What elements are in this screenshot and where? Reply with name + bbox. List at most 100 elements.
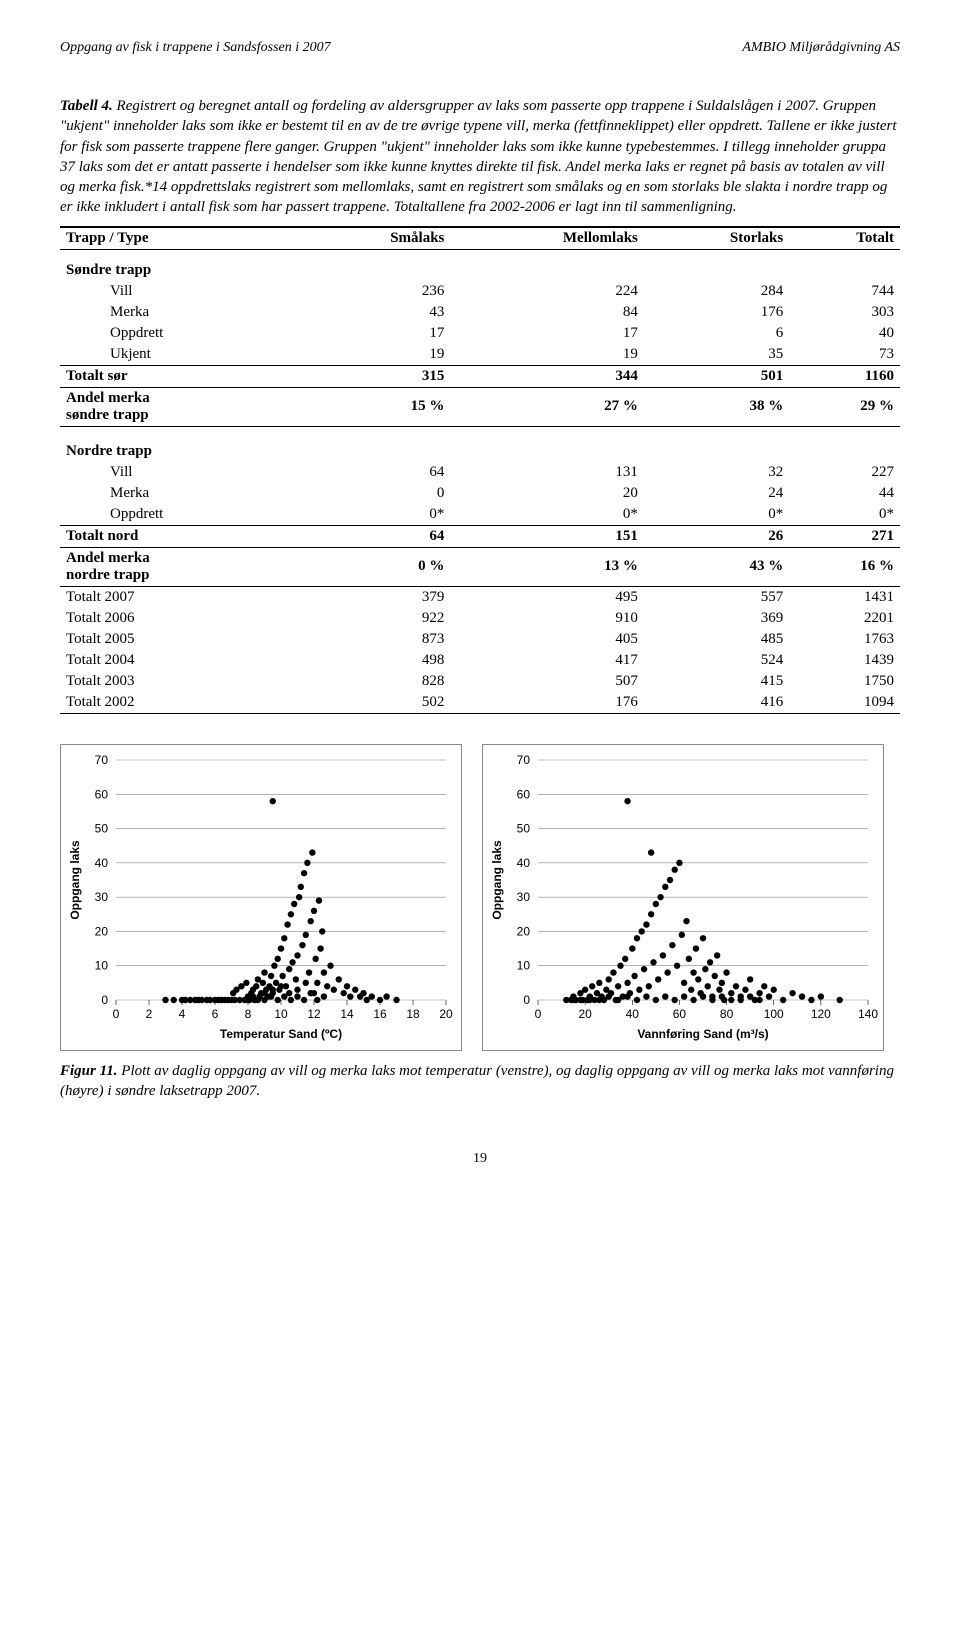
total-label: Totalt sør [60, 365, 303, 387]
header-left: Oppgang av fisk i trappene i Sandsfossen… [60, 40, 331, 56]
row-val: 6 [644, 323, 789, 344]
svg-text:0: 0 [101, 993, 108, 1007]
total-val: 26 [644, 525, 789, 547]
row-val: 176 [644, 302, 789, 323]
empty [644, 426, 789, 462]
svg-text:40: 40 [626, 1007, 640, 1021]
year-val: 922 [303, 608, 450, 629]
figure-caption-text: Plott av daglig oppgang av vill og merka… [60, 1063, 894, 1099]
chart-right: 010203040506070020406080100120140Oppgang… [482, 744, 884, 1051]
total-val: 151 [450, 525, 644, 547]
year-val: 507 [450, 671, 644, 692]
pct-val: 43 % [644, 547, 789, 586]
pct-val: 29 % [789, 387, 900, 426]
chart-left: 01020304050607002468101214161820Oppgang … [60, 744, 462, 1051]
svg-text:50: 50 [517, 821, 531, 835]
empty [789, 426, 900, 462]
svg-text:8: 8 [245, 1007, 252, 1021]
row-val: 131 [450, 462, 644, 483]
svg-text:Temperatur Sand (ºC): Temperatur Sand (ºC) [220, 1027, 342, 1041]
svg-text:0: 0 [113, 1007, 120, 1021]
year-label: Totalt 2004 [60, 650, 303, 671]
year-val: 524 [644, 650, 789, 671]
row-label: Ukjent [60, 344, 303, 366]
table-caption: Tabell 4. Registrert og beregnet antall … [60, 96, 900, 218]
row-val: 64 [303, 462, 450, 483]
total-val: 1160 [789, 365, 900, 387]
row-val: 44 [789, 483, 900, 504]
empty [450, 426, 644, 462]
row-val: 24 [644, 483, 789, 504]
row-val: 35 [644, 344, 789, 366]
svg-text:140: 140 [858, 1007, 878, 1021]
row-label: Oppdrett [60, 504, 303, 526]
pct-label: Andel merkasøndre trapp [60, 387, 303, 426]
year-val: 369 [644, 608, 789, 629]
year-label: Totalt 2005 [60, 629, 303, 650]
pct-val: 15 % [303, 387, 450, 426]
year-val: 1439 [789, 650, 900, 671]
total-val: 64 [303, 525, 450, 547]
row-val: 19 [450, 344, 644, 366]
row-val: 0* [450, 504, 644, 526]
svg-text:18: 18 [406, 1007, 420, 1021]
year-val: 485 [644, 629, 789, 650]
year-val: 1431 [789, 586, 900, 608]
col-3: Storlaks [644, 227, 789, 250]
year-val: 1750 [789, 671, 900, 692]
col-1: Smålaks [303, 227, 450, 250]
year-val: 416 [644, 692, 789, 714]
figure-caption: Figur 11. Plott av daglig oppgang av vil… [60, 1061, 900, 1102]
svg-text:12: 12 [307, 1007, 321, 1021]
table-caption-text: Registrert og beregnet antall og fordeli… [60, 98, 897, 215]
pct-val: 38 % [644, 387, 789, 426]
svg-text:10: 10 [95, 958, 109, 972]
row-val: 303 [789, 302, 900, 323]
year-val: 415 [644, 671, 789, 692]
svg-text:20: 20 [439, 1007, 453, 1021]
data-table: Trapp / Type Smålaks Mellomlaks Storlaks… [60, 226, 900, 714]
row-val: 73 [789, 344, 900, 366]
row-val: 284 [644, 281, 789, 302]
year-val: 405 [450, 629, 644, 650]
svg-text:10: 10 [517, 958, 531, 972]
svg-text:16: 16 [373, 1007, 387, 1021]
year-val: 1094 [789, 692, 900, 714]
svg-text:50: 50 [95, 821, 109, 835]
row-val: 0 [303, 483, 450, 504]
total-label: Totalt nord [60, 525, 303, 547]
year-label: Totalt 2002 [60, 692, 303, 714]
row-val: 19 [303, 344, 450, 366]
row-val: 17 [303, 323, 450, 344]
svg-text:70: 70 [517, 753, 531, 767]
svg-text:60: 60 [517, 787, 531, 801]
empty [450, 249, 644, 281]
svg-text:20: 20 [95, 924, 109, 938]
svg-text:70: 70 [95, 753, 109, 767]
total-val: 315 [303, 365, 450, 387]
page-header: Oppgang av fisk i trappene i Sandsfossen… [60, 40, 900, 56]
row-val: 43 [303, 302, 450, 323]
col-4: Totalt [789, 227, 900, 250]
row-val: 744 [789, 281, 900, 302]
pct-val: 0 % [303, 547, 450, 586]
year-val: 1763 [789, 629, 900, 650]
row-val: 84 [450, 302, 644, 323]
row-label: Merka [60, 302, 303, 323]
row-val: 227 [789, 462, 900, 483]
total-val: 271 [789, 525, 900, 547]
pct-val: 27 % [450, 387, 644, 426]
svg-text:60: 60 [95, 787, 109, 801]
svg-text:Vannføring Sand (m³/s): Vannføring Sand (m³/s) [637, 1027, 768, 1041]
row-val: 0* [644, 504, 789, 526]
svg-text:Oppgang laks: Oppgang laks [490, 840, 504, 920]
year-val: 495 [450, 586, 644, 608]
row-val: 17 [450, 323, 644, 344]
svg-text:80: 80 [720, 1007, 734, 1021]
year-val: 498 [303, 650, 450, 671]
svg-text:14: 14 [340, 1007, 354, 1021]
section-title: Nordre trapp [60, 426, 303, 462]
year-label: Totalt 2007 [60, 586, 303, 608]
row-val: 0* [303, 504, 450, 526]
svg-text:4: 4 [179, 1007, 186, 1021]
